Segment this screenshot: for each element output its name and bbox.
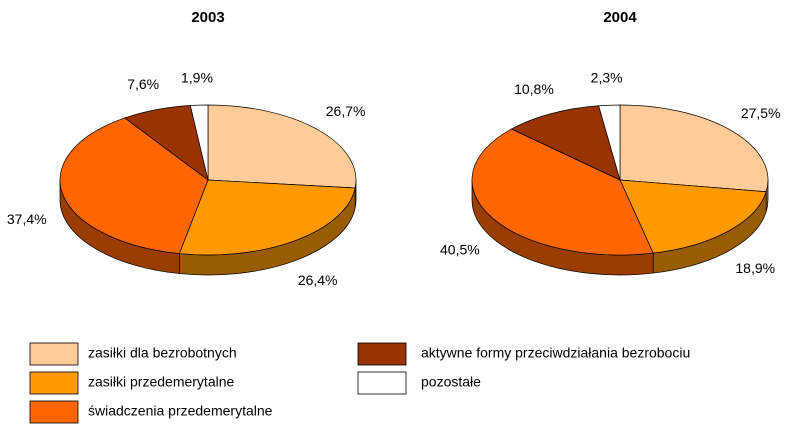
- legend-label: pozostałe: [421, 374, 481, 390]
- legend-label: aktywne formy przeciwdziałania bezroboci…: [421, 345, 690, 361]
- slice: [189, 104, 209, 181]
- legend-swatch: [357, 371, 407, 395]
- chart-title: 2003: [191, 9, 224, 26]
- slice: [510, 105, 621, 181]
- legend-label: zasiłki przedemerytalne: [88, 374, 234, 390]
- legend-swatch: [29, 371, 79, 395]
- legend-swatch: [357, 342, 407, 366]
- data-label: 40,5%: [440, 241, 480, 257]
- data-label: 27,5%: [741, 105, 781, 121]
- data-label: 26,7%: [326, 103, 366, 119]
- slice: [59, 117, 209, 254]
- chart-title: 2004: [603, 9, 637, 26]
- data-label: 7,6%: [127, 76, 159, 92]
- slice: [471, 128, 654, 256]
- legend-swatch: [29, 342, 79, 366]
- data-label: 26,4%: [298, 272, 338, 288]
- slice: [619, 179, 767, 254]
- data-label: 2,3%: [591, 70, 623, 86]
- data-label: 37,4%: [7, 211, 47, 227]
- slice: [619, 104, 769, 193]
- data-label: 10,8%: [514, 81, 554, 97]
- slice: [207, 104, 357, 189]
- slice: [598, 104, 621, 181]
- legend-label: świadczenia przedemerytalne: [88, 403, 273, 419]
- legend-label: zasiłki dla bezrobotnych: [88, 345, 237, 361]
- slice: [178, 179, 356, 256]
- legend-swatch: [29, 400, 79, 424]
- data-label: 1,9%: [181, 70, 213, 86]
- data-label: 18,9%: [735, 260, 775, 276]
